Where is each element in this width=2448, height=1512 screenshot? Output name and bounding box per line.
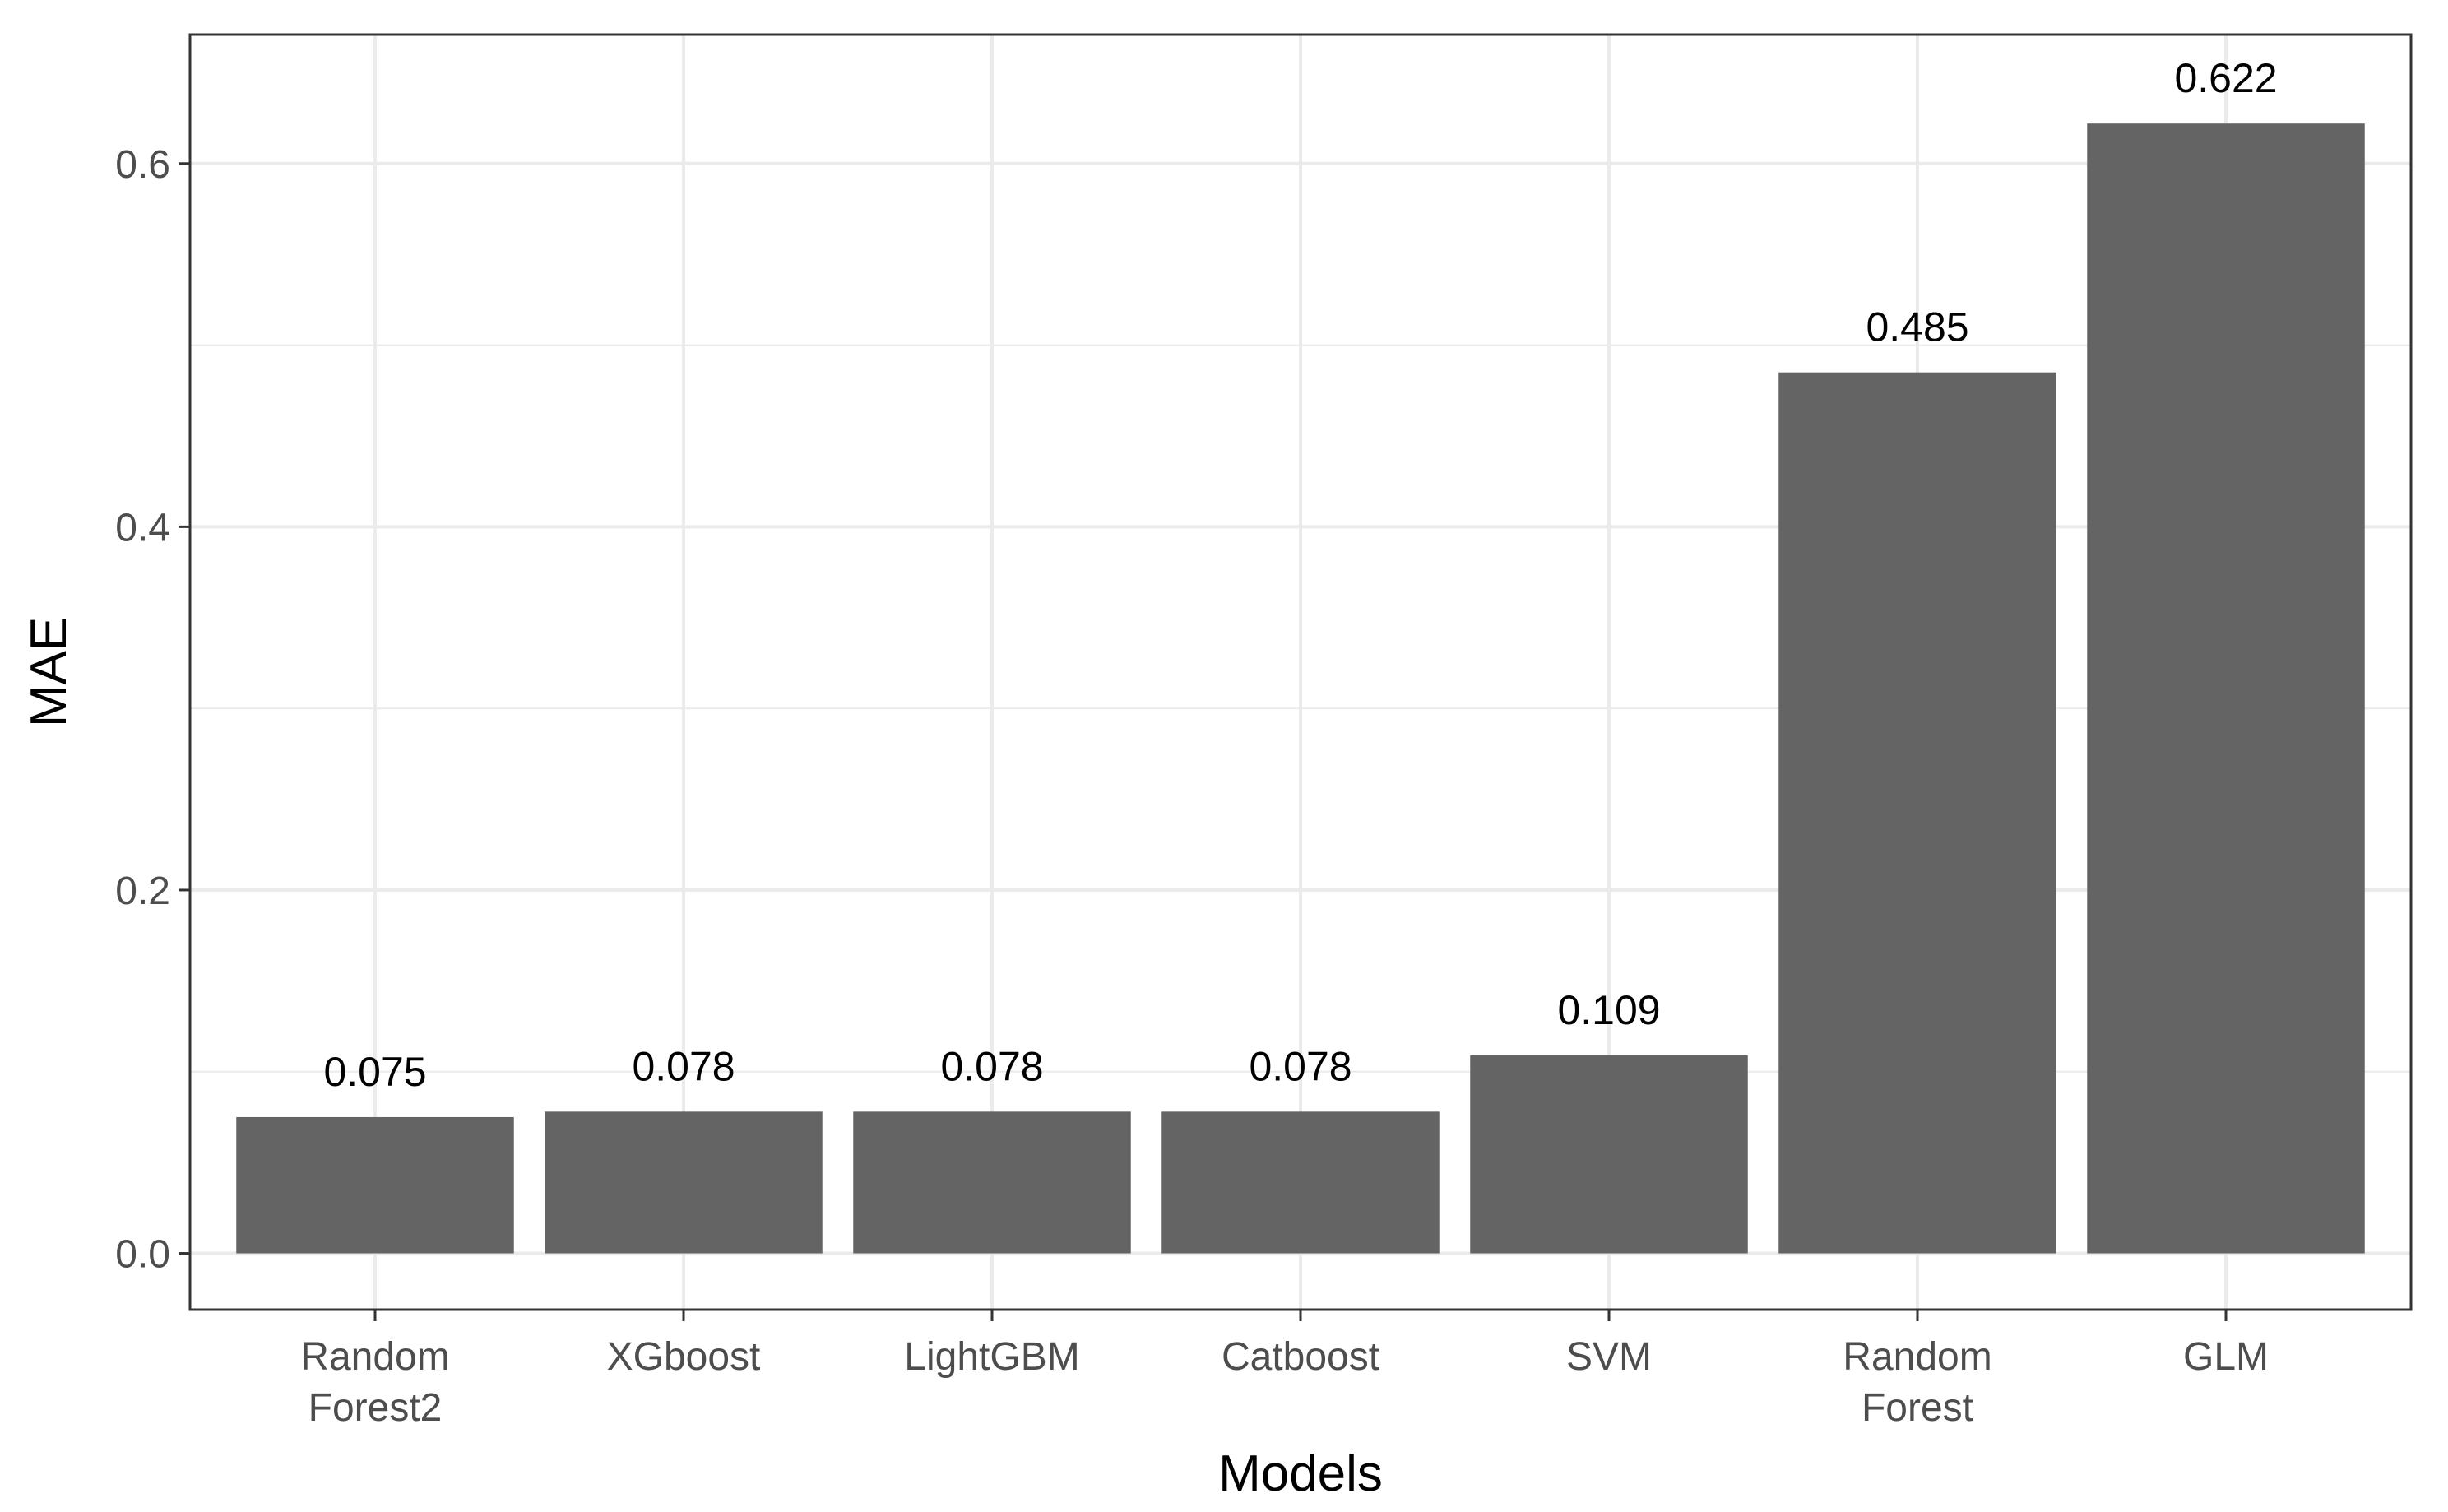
x-tick-label: GLM: [2183, 1335, 2269, 1379]
data-label: 0.109: [1557, 987, 1660, 1033]
data-label: 0.485: [1866, 304, 1968, 350]
x-tick-label: Catboost: [1222, 1335, 1379, 1379]
bar: [2087, 123, 2365, 1254]
y-tick-label: 0.4: [115, 506, 170, 550]
x-tick-label: SVM: [1566, 1335, 1652, 1379]
bar: [545, 1111, 823, 1254]
x-tick-label: Random Forest2: [300, 1335, 449, 1430]
x-tick-label-line: Random: [300, 1335, 449, 1379]
x-tick-label: Random Forest: [1843, 1335, 1991, 1430]
y-tick-label: 0.6: [115, 143, 170, 187]
y-tick-label: 0.0: [115, 1233, 170, 1277]
data-labels: 0.075 0.078 0.078 0.078 0.109 0.485 0.622: [323, 55, 2277, 1095]
x-tick-label-line: Catboost: [1222, 1335, 1379, 1379]
y-tick-label: 0.2: [115, 870, 170, 913]
x-tick-label-line: Forest2: [308, 1386, 443, 1430]
y-axis: 0.0 0.2 0.4 0.6: [115, 143, 190, 1277]
bars: [236, 123, 2365, 1254]
data-label: 0.078: [632, 1043, 735, 1089]
x-tick-label-line: GLM: [2183, 1335, 2269, 1379]
x-tick-label-line: SVM: [1566, 1335, 1652, 1379]
x-tick-label-line: Random: [1843, 1335, 1991, 1379]
data-label: 0.622: [2174, 55, 2277, 101]
x-axis-title: Models: [1218, 1445, 1383, 1502]
data-label: 0.075: [323, 1049, 426, 1095]
bar: [236, 1116, 514, 1254]
x-axis: Random Forest2 XGboost LightGBM Catboost SVM R…: [300, 1310, 2269, 1430]
x-tick-label-line: XGboost: [607, 1335, 761, 1379]
y-axis-title: MAE: [21, 617, 77, 727]
data-label: 0.078: [940, 1043, 1043, 1089]
x-tick-label: LightGBM: [904, 1335, 1079, 1379]
x-tick-label: XGboost: [607, 1335, 761, 1379]
bar: [1161, 1111, 1440, 1254]
x-tick-label-line: LightGBM: [904, 1335, 1079, 1379]
bar: [1470, 1055, 1748, 1254]
bar: [853, 1111, 1131, 1254]
x-tick-label-line: Forest: [1862, 1386, 1973, 1430]
data-label: 0.078: [1249, 1043, 1352, 1089]
bar: [1778, 372, 2056, 1254]
